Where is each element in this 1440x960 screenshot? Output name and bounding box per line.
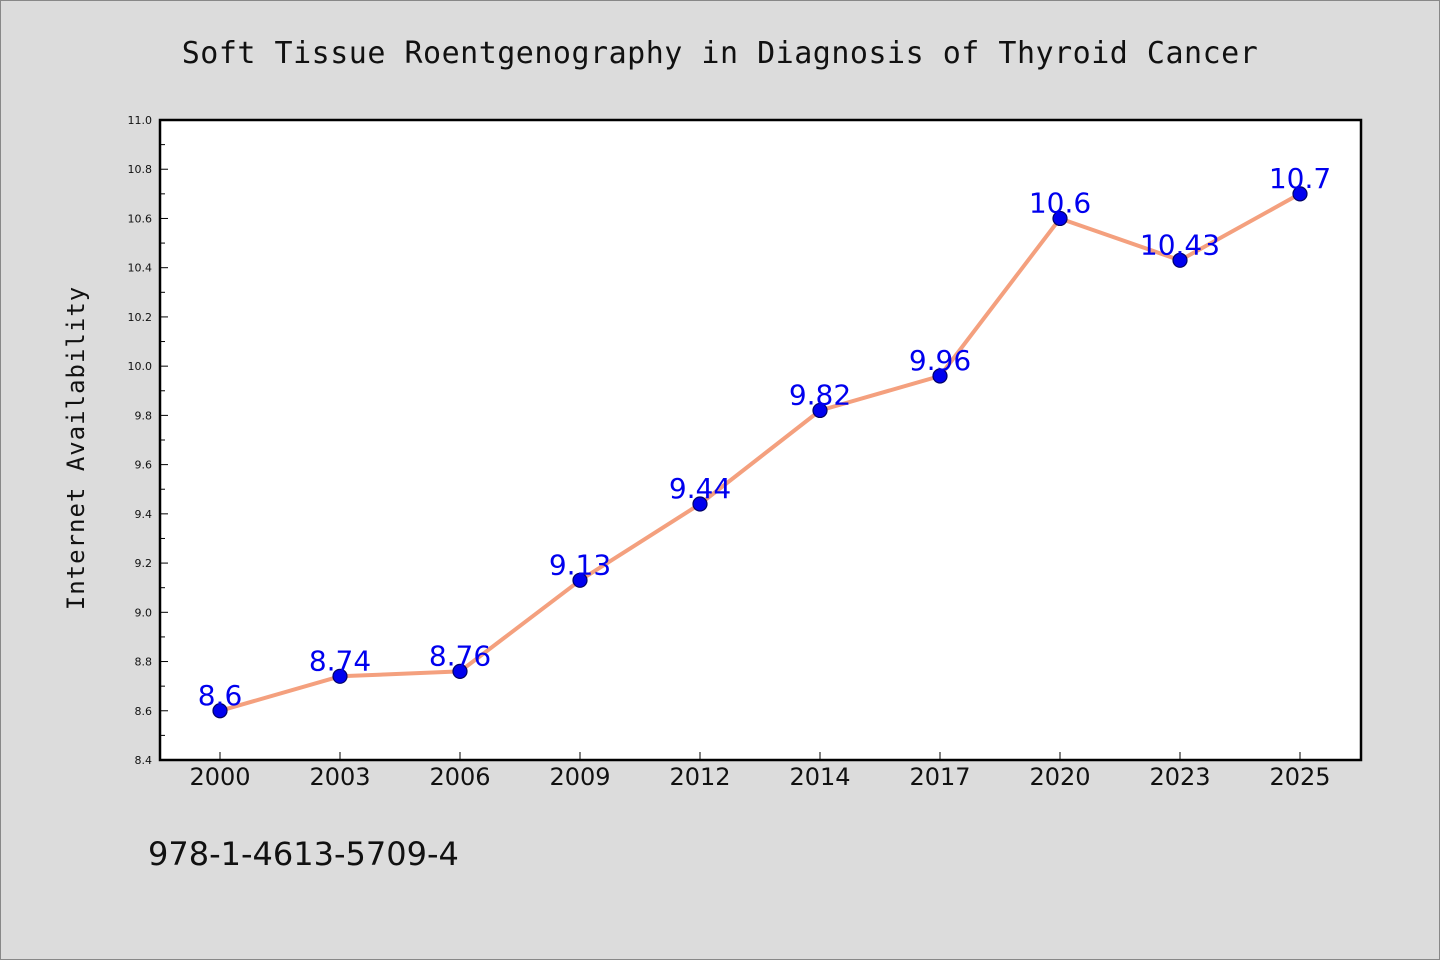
y-tick-label: 11.0: [128, 114, 153, 127]
data-point: [1052, 210, 1068, 227]
y-tick-label: 8.6: [135, 705, 153, 718]
data-point: [932, 368, 948, 384]
y-tick-label: 10.4: [128, 262, 153, 275]
series-line: [218, 191, 1302, 713]
chart-title: Soft Tissue Roentgenography in Diagnosis…: [182, 36, 1259, 71]
x-axis-ticks: 2000 2003 2006 2009 2012 2014 2017 2020 2023 2025: [189, 752, 1331, 791]
y-tick-label: 9.4: [135, 508, 153, 521]
y-tick-label: 9.2: [135, 557, 153, 570]
y-axis-label: Internet Availability: [62, 286, 90, 610]
x-tick-label: 2025: [1269, 763, 1330, 791]
x-tick-label: 2017: [909, 763, 970, 791]
data-label: 9.44: [669, 472, 731, 505]
plot-frame: [158, 118, 1363, 762]
data-point: [812, 402, 828, 419]
x-tick-label: 2012: [669, 763, 730, 791]
x-tick-label: 2009: [549, 763, 610, 791]
data-point: [452, 663, 468, 679]
y-tick-label: 10.0: [128, 360, 153, 373]
data-label: 10.43: [1140, 228, 1220, 261]
data-point: [1292, 186, 1308, 202]
x-tick-label: 2020: [1029, 763, 1090, 791]
data-label: 8.74: [309, 644, 371, 677]
data-point: [332, 668, 348, 684]
y-tick-label: 9.0: [135, 606, 153, 619]
x-tick-label: 2014: [789, 763, 850, 791]
x-tick-label: 2006: [429, 763, 490, 791]
data-label: 9.82: [789, 378, 851, 411]
data-labels: 8.6 8.74 8.76 9.13 9.44 9.82 9.96 10.6 10.43 10.7: [198, 162, 1331, 712]
y-axis-ticks: 8.4 8.6 8.8 9.0 9.2 9.4 9.6 9.8 10.0 10.2 10.4 10.6…: [128, 114, 168, 767]
data-label: 9.13: [549, 548, 611, 581]
y-tick-label: 10.2: [128, 311, 153, 324]
data-point: [572, 572, 588, 588]
x-tick-label: 2003: [309, 763, 370, 791]
isbn-text: 978-1-4613-5709-4: [148, 835, 459, 873]
y-tick-label: 8.4: [135, 754, 153, 767]
data-label: 8.6: [198, 679, 243, 712]
y-tick-label: 10.8: [128, 163, 153, 176]
data-point: [692, 496, 708, 512]
data-label: 8.76: [429, 639, 491, 672]
plot-area: [160, 120, 1361, 760]
y-tick-label: 9.8: [135, 409, 153, 422]
data-label: 10.7: [1269, 162, 1331, 195]
data-label: 10.6: [1029, 186, 1091, 219]
x-tick-label: 2023: [1149, 763, 1210, 791]
data-label: 9.96: [909, 344, 971, 377]
y-tick-label: 9.6: [135, 459, 153, 472]
y-tick-label: 10.6: [128, 212, 153, 225]
x-tick-label: 2000: [189, 763, 250, 791]
data-point: [1172, 252, 1188, 268]
data-point: [212, 703, 228, 719]
data-markers: [212, 186, 1308, 719]
y-tick-label: 8.8: [135, 656, 153, 669]
